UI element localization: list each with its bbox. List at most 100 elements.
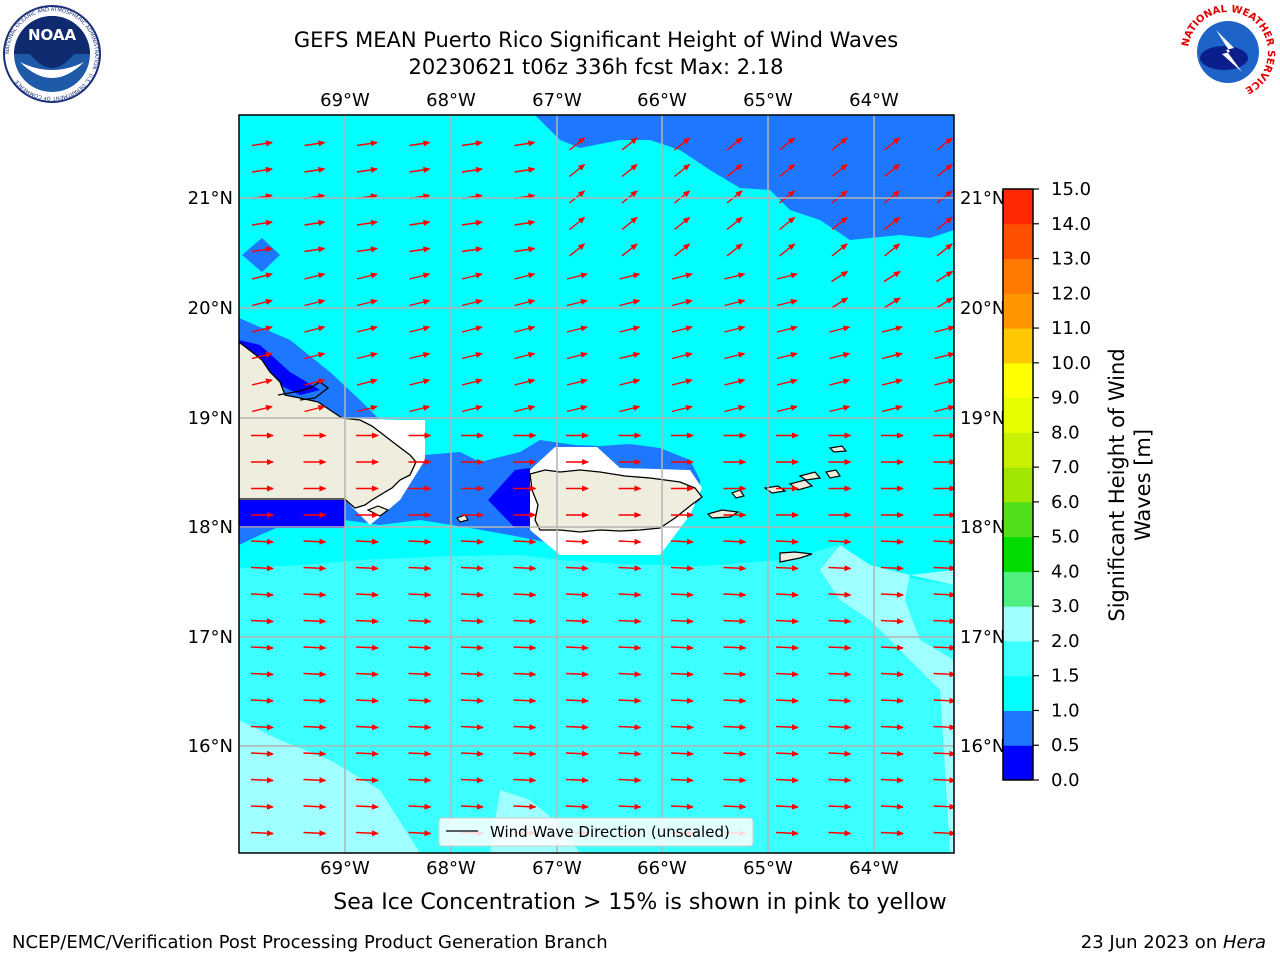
wind-arrow <box>619 325 641 333</box>
wind-arrow <box>251 405 273 413</box>
wind-arrow <box>355 591 379 598</box>
wind-arrow <box>619 272 641 280</box>
colorbar-tick-label: 1.5 <box>1051 666 1080 687</box>
wind-arrow <box>408 697 432 704</box>
wind-arrow <box>461 325 483 333</box>
wind-arrow <box>670 644 694 651</box>
wind-arrow <box>779 216 796 231</box>
wind-arrow <box>409 166 431 173</box>
wind-arrow <box>569 137 586 151</box>
wind-arrow <box>513 618 537 625</box>
colorbar-segment <box>1003 189 1033 225</box>
wind-arrow <box>565 538 589 545</box>
wind-arrow <box>566 272 588 280</box>
wind-arrow <box>723 485 747 492</box>
wind-arrow <box>514 272 536 280</box>
wind-arrow <box>250 591 274 598</box>
wind-arrow <box>670 724 694 731</box>
wind-arrow <box>304 325 326 333</box>
wind-arrow <box>619 299 641 307</box>
wind-arrow <box>514 219 536 226</box>
wind-arrow <box>670 671 694 678</box>
colorbar-tick-label: 12.0 <box>1051 283 1091 304</box>
wind-arrow <box>723 671 747 678</box>
wave-band-0-0-sw <box>239 500 345 528</box>
wind-arrow <box>775 803 799 810</box>
wind-arrow <box>409 272 431 280</box>
wind-arrow <box>724 325 746 333</box>
wave-band-2-0-east <box>820 545 954 853</box>
wind-arrow <box>250 538 274 545</box>
wind-arrow <box>618 565 642 572</box>
wind-arrow <box>671 325 693 333</box>
wind-arrow <box>671 512 694 518</box>
wind-arrow <box>461 512 484 518</box>
wind-arrow <box>460 803 484 810</box>
colorbar-tick-label: 8.0 <box>1051 422 1080 443</box>
wind-arrow <box>566 485 589 492</box>
wind-arrow <box>514 352 536 360</box>
wind-arrow <box>303 591 327 598</box>
wind-arrow <box>513 565 537 572</box>
wind-arrow <box>303 803 327 810</box>
wind-arrow <box>828 618 852 625</box>
wind-arrow <box>831 297 849 309</box>
wind-arrow <box>565 644 589 651</box>
wind-arrow <box>933 644 954 651</box>
wind-arrow <box>723 644 747 651</box>
wind-arrow <box>304 166 326 173</box>
lat-label-left: 17°N <box>188 627 233 648</box>
wind-arrow <box>408 459 432 465</box>
wind-arrow <box>936 297 954 309</box>
land-hispaniola <box>239 341 417 509</box>
wind-arrow <box>933 565 954 572</box>
wind-arrow <box>513 777 537 784</box>
wind-arrow <box>569 216 586 231</box>
wind-arrow <box>776 299 798 307</box>
wind-arrow <box>881 512 904 518</box>
wind-arrow <box>304 299 326 307</box>
wind-arrow <box>356 432 379 439</box>
wind-arrow <box>565 671 589 678</box>
wind-arrow <box>303 724 327 731</box>
wind-arrow <box>565 591 589 598</box>
wind-arrow <box>461 378 483 386</box>
lat-label-right: 17°N <box>960 627 1005 648</box>
wind-arrow <box>409 246 431 253</box>
wind-arrow <box>408 538 432 545</box>
noaa-logo-text: NOAA <box>28 26 77 44</box>
wind-arrow <box>674 190 691 204</box>
sea-ice-caption: Sea Ice Concentration > 15% is shown in … <box>333 890 947 915</box>
wind-arrow <box>566 299 588 307</box>
colorbar-segment <box>1003 397 1033 433</box>
wind-arrow <box>355 538 379 545</box>
wind-arrow <box>460 618 484 625</box>
wind-arrow <box>356 512 379 518</box>
wind-arrow <box>408 830 432 837</box>
wind-arrow <box>726 216 743 231</box>
wind-arrow <box>408 565 432 572</box>
wind-arrow <box>251 352 273 360</box>
wind-arrow <box>884 243 901 257</box>
wind-arrow <box>514 166 536 173</box>
wind-arrow <box>513 750 537 757</box>
colorbar-tick-label: 0.5 <box>1051 735 1080 756</box>
wind-arrow <box>671 405 693 413</box>
wind-arrow <box>514 140 536 147</box>
footer-date-text: 23 Jun 2023 on <box>1080 932 1223 953</box>
wind-arrow <box>303 512 327 518</box>
colorbar-segment <box>1003 536 1033 572</box>
wind-arrow <box>619 405 641 413</box>
wind-arrow <box>618 485 642 492</box>
wind-arrow <box>356 219 378 226</box>
wind-arrow <box>618 697 642 704</box>
wind-arrow <box>460 697 484 704</box>
colorbar-segment <box>1003 223 1033 260</box>
lat-label-left: 20°N <box>188 298 233 319</box>
wind-arrow <box>514 299 536 307</box>
lon-label-top: 65°W <box>743 90 793 111</box>
wind-arrow <box>776 512 799 518</box>
wind-arrow <box>670 591 694 598</box>
wind-arrow <box>250 671 274 678</box>
